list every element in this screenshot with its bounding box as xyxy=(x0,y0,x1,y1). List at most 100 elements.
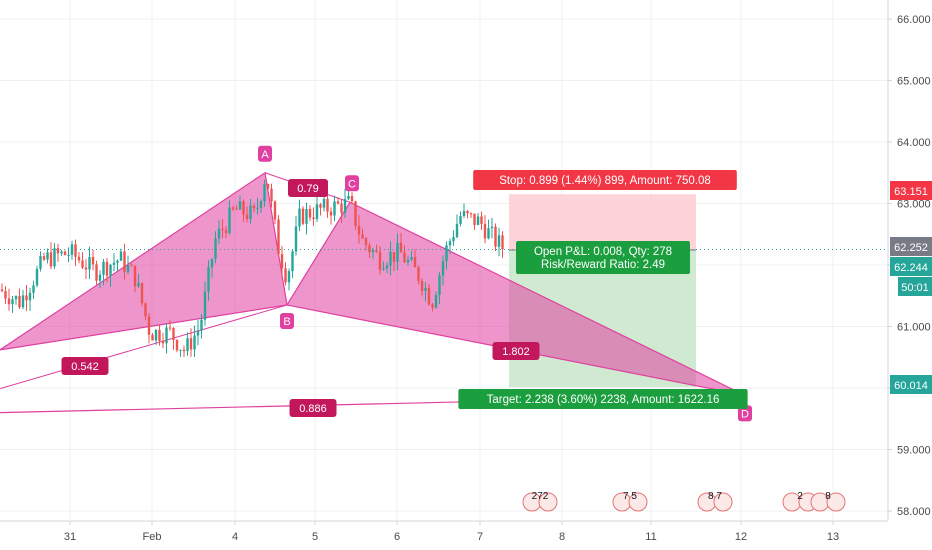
candle-body xyxy=(228,207,231,234)
candle-body xyxy=(280,254,284,269)
point-C-label: C xyxy=(348,178,356,190)
candle-body xyxy=(231,207,235,209)
price-badge-text: 62.244 xyxy=(894,262,928,274)
candle-body xyxy=(336,201,340,204)
y-tick-label: 65.000 xyxy=(897,76,931,88)
candle-body xyxy=(193,335,196,350)
candle-body xyxy=(147,316,151,335)
candle-body xyxy=(406,259,410,263)
y-tick-label: 58.000 xyxy=(897,506,931,518)
x-tick-label: 8 xyxy=(559,531,565,543)
candle-body xyxy=(238,201,242,210)
event-icon[interactable]: 8 7 xyxy=(697,491,733,512)
candle-body xyxy=(340,203,343,213)
ratio-abc: 0.79 xyxy=(297,183,318,195)
event-label: 8 xyxy=(825,491,831,502)
candle-body xyxy=(259,201,263,208)
point-A-badge xyxy=(258,145,272,162)
candle-body xyxy=(63,251,67,255)
candle-body xyxy=(476,216,480,225)
overlay: A B C D 0.542 0.79 1.802 0.886 Stop: 0.899 (1.44… xyxy=(0,145,888,512)
candle-body xyxy=(168,327,172,329)
flag-icon[interactable] xyxy=(826,492,846,512)
candle-body xyxy=(133,265,137,287)
price-badge xyxy=(890,237,932,256)
candle-body xyxy=(158,329,161,342)
candle-body xyxy=(182,349,186,352)
candle-body xyxy=(81,260,84,268)
price-badge-text: 62.252 xyxy=(894,242,928,254)
candle-body xyxy=(109,264,112,276)
candle-body xyxy=(179,349,182,351)
candle-body xyxy=(480,216,483,224)
candle-body xyxy=(186,338,189,352)
candle-body xyxy=(291,251,294,272)
candle-body xyxy=(140,283,144,304)
candle-body xyxy=(357,225,361,235)
flag-icon[interactable] xyxy=(713,492,733,512)
candle-body xyxy=(371,250,375,253)
candle-body xyxy=(123,251,126,272)
candle-body xyxy=(315,204,319,219)
point-A-label: A xyxy=(261,149,269,161)
candle-body xyxy=(490,226,494,229)
candle-body xyxy=(413,257,417,268)
x-tick-label: 4 xyxy=(232,531,238,543)
y-tick-label: 66.000 xyxy=(897,14,931,26)
ratio-xad: 0.886 xyxy=(299,403,327,415)
candle-body xyxy=(175,339,179,351)
candle-body xyxy=(399,242,403,253)
candle-body xyxy=(420,280,424,291)
candle-body xyxy=(378,251,382,270)
candle-body xyxy=(266,183,270,189)
candle-body xyxy=(392,251,396,262)
candle-body xyxy=(455,224,459,238)
stop-label-text: Stop: 0.899 (1.44%) 899, Amount: 750.08 xyxy=(499,175,711,187)
candle-body xyxy=(501,235,504,250)
candle-body xyxy=(256,207,259,209)
event-icon[interactable]: 7 5 xyxy=(612,491,648,512)
candle-body xyxy=(28,292,32,301)
candle-body xyxy=(333,201,336,216)
event-icon[interactable]: 8 xyxy=(810,491,846,512)
ratio-xab-badge xyxy=(61,357,109,375)
candle-body xyxy=(417,267,420,281)
candle-body xyxy=(466,211,469,214)
ratio-bcd: 1.802 xyxy=(502,346,530,358)
candle-body xyxy=(305,208,308,224)
candle-body xyxy=(235,208,238,210)
candle-body xyxy=(361,234,364,239)
event-icon[interactable]: 272 xyxy=(522,491,558,512)
candle-body xyxy=(263,183,266,202)
candle-body xyxy=(469,213,473,215)
candle-body xyxy=(11,299,14,305)
candle-body xyxy=(427,287,431,305)
candle-body xyxy=(322,198,326,208)
candle-body xyxy=(487,228,490,239)
candle-body xyxy=(161,341,165,344)
candle-body xyxy=(116,260,119,263)
pattern-xab-triangle xyxy=(0,171,288,351)
candle-body xyxy=(35,268,39,286)
candle-body xyxy=(126,265,130,272)
candle-body xyxy=(312,217,315,219)
candle-body xyxy=(18,296,21,308)
candle-body xyxy=(343,199,347,213)
ratio-xab: 0.542 xyxy=(71,361,99,373)
pl-label-text: Open P&L: 0.008, Qty: 278 xyxy=(534,246,672,258)
candle-body xyxy=(91,257,95,265)
candle-body xyxy=(448,241,452,246)
candle-body xyxy=(483,223,487,239)
candle-body xyxy=(382,268,385,270)
flag-icon[interactable] xyxy=(538,492,558,512)
y-tick-label: 63.000 xyxy=(897,199,931,211)
candle-body xyxy=(410,257,413,260)
ratio-bcd-badge xyxy=(492,342,540,360)
candle-body xyxy=(119,251,123,261)
candle-body xyxy=(249,205,252,220)
candle-body xyxy=(207,267,210,292)
candle-body xyxy=(375,250,378,252)
y-tick-label: 59.000 xyxy=(897,445,931,457)
flag-icon[interactable] xyxy=(628,492,648,512)
